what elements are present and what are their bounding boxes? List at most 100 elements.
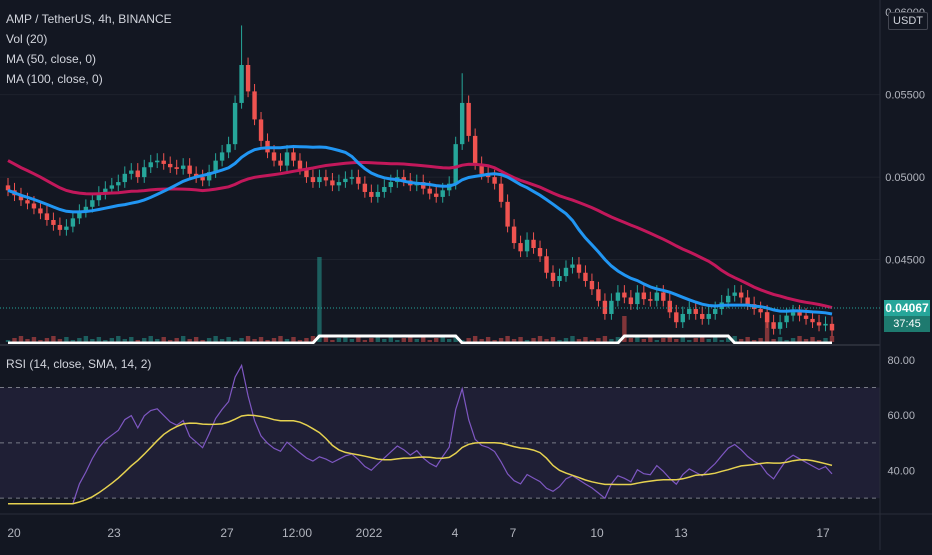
candle-body xyxy=(155,160,160,163)
volume-bar xyxy=(803,339,809,342)
candle-body xyxy=(537,248,543,257)
candle-body xyxy=(498,183,504,202)
volume-bar xyxy=(654,340,660,342)
volume-bar xyxy=(557,340,562,342)
candle-body xyxy=(777,322,783,329)
volume-bar xyxy=(725,338,731,342)
rsi-legend[interactable]: RSI (14, close, SMA, 14, 2) xyxy=(6,357,152,371)
volume-bar xyxy=(271,338,277,342)
candle-body xyxy=(596,289,601,301)
rsi-ma-line xyxy=(8,414,833,505)
candle-body xyxy=(284,152,290,166)
volume-bar xyxy=(537,336,543,342)
volume-ma-line xyxy=(8,334,832,345)
candle-body xyxy=(206,172,212,181)
candle-body xyxy=(570,264,575,268)
volume-bar xyxy=(615,337,621,342)
candle-body xyxy=(116,182,121,186)
candle-body xyxy=(226,144,231,153)
candle-body xyxy=(531,239,536,249)
volume-bar xyxy=(421,337,426,342)
volume-bar xyxy=(667,336,672,342)
symbol-title[interactable]: AMP / TetherUS, 4h, BINANCE xyxy=(6,12,172,26)
ma100-line xyxy=(7,159,833,310)
volume-bar xyxy=(680,337,685,342)
volume-bar xyxy=(122,339,127,342)
candle-body xyxy=(758,309,763,313)
volume-bar xyxy=(395,340,400,342)
candle-body xyxy=(550,272,556,281)
last-price-badge: 0.04067 xyxy=(884,300,930,316)
volume-bar xyxy=(12,338,17,342)
candle-body xyxy=(310,177,316,183)
candle-body xyxy=(18,195,24,201)
candle-body xyxy=(317,177,322,183)
volume-bar xyxy=(51,336,56,342)
candle-body xyxy=(343,178,348,183)
candle-body xyxy=(25,200,30,204)
volume-bar xyxy=(732,336,737,342)
volume-bar xyxy=(96,337,102,342)
candle-body xyxy=(70,218,76,227)
volume-bar xyxy=(375,336,381,342)
volume-bar xyxy=(31,337,37,342)
volume-bar xyxy=(57,339,63,342)
volume-bar xyxy=(388,337,394,342)
candle-body xyxy=(271,152,277,161)
currency-tag[interactable]: USDT xyxy=(888,12,928,30)
candle-body xyxy=(369,191,374,197)
price-axis-bg xyxy=(880,0,932,550)
volume-bar xyxy=(596,338,601,342)
candle-body xyxy=(544,256,549,273)
time-tick-label: 23 xyxy=(107,526,121,540)
volume-bar xyxy=(771,339,776,342)
candle-body xyxy=(401,177,406,181)
volume-bar xyxy=(265,340,270,342)
volume-bar xyxy=(155,339,160,342)
indicator-ma50[interactable]: MA (50, close, 0) xyxy=(6,52,97,66)
candle-body xyxy=(459,102,465,145)
indicator-volume[interactable]: Vol (20) xyxy=(6,32,48,46)
indicator-ma100[interactable]: MA (100, close, 0) xyxy=(6,72,103,86)
volume-bar xyxy=(168,340,173,342)
candle-body xyxy=(31,203,37,209)
candle-body xyxy=(96,193,102,201)
candle-body xyxy=(583,272,588,281)
volume-bar xyxy=(446,339,452,342)
volume-bar xyxy=(310,336,316,342)
candle-body xyxy=(51,219,56,225)
volume-bar xyxy=(576,339,582,342)
volume-bar xyxy=(635,336,640,342)
candle-body xyxy=(745,297,750,305)
volume-bar xyxy=(713,337,718,342)
candle-body xyxy=(122,173,127,183)
time-tick-label: 17 xyxy=(816,526,830,540)
candle-body xyxy=(823,323,828,326)
candle-body xyxy=(440,190,445,197)
volume-bar xyxy=(524,340,530,342)
volume-bar xyxy=(693,338,698,342)
volume-bar xyxy=(116,336,121,342)
candle-body xyxy=(518,243,523,252)
volume-bar xyxy=(18,336,24,342)
volume-bar xyxy=(25,339,30,342)
candle-body xyxy=(388,182,394,188)
candle-body xyxy=(524,239,530,252)
volume-bar xyxy=(200,340,205,342)
candle-body xyxy=(161,160,166,164)
volume-bar xyxy=(252,339,257,342)
candle-body xyxy=(725,295,731,303)
candle-body xyxy=(38,208,43,214)
candle-body xyxy=(674,312,679,323)
volume-bar xyxy=(148,336,153,342)
volume-bar xyxy=(369,338,374,342)
candle-body xyxy=(790,312,796,316)
time-tick-label: 2022 xyxy=(356,526,383,540)
volume-bar xyxy=(674,339,679,342)
volume-bar xyxy=(764,312,770,342)
volume-bar xyxy=(745,337,750,342)
volume-bar xyxy=(291,337,296,342)
candle-body xyxy=(336,182,342,186)
